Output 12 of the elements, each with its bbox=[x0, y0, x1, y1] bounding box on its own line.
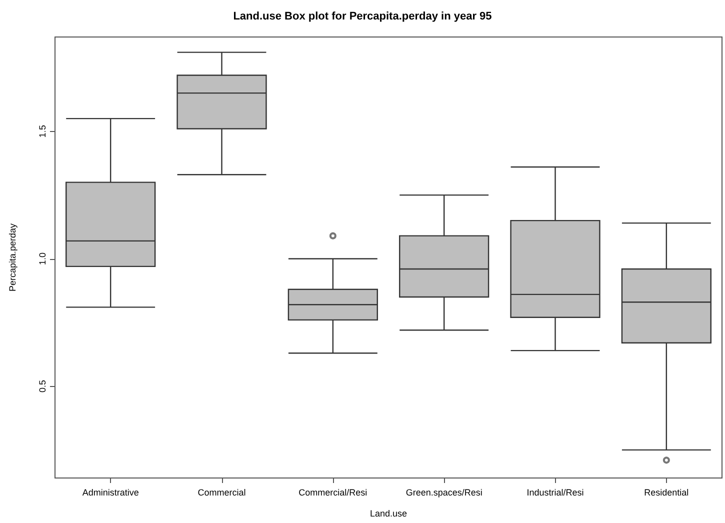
x-tick-label: Green.spaces/Resi bbox=[406, 488, 482, 498]
x-tick-label: Commercial bbox=[198, 488, 246, 498]
y-tick-label: 1.5 bbox=[38, 125, 48, 138]
x-tick-label: Industrial/Resi bbox=[526, 488, 584, 498]
x-tick-label: Residential bbox=[644, 488, 689, 498]
y-axis-title: Percapita.perday bbox=[8, 222, 18, 292]
y-tick-label: 1.0 bbox=[38, 252, 48, 266]
x-tick-label: Administrative bbox=[82, 488, 139, 498]
x-axis-title: Land.use bbox=[370, 508, 408, 518]
y-tick-label: 0.5 bbox=[38, 380, 48, 392]
x-tick-label: Commercial/Resi bbox=[298, 488, 368, 498]
chart-title: Land.use Box plot for Percapita.perday in year 95 bbox=[233, 10, 492, 22]
